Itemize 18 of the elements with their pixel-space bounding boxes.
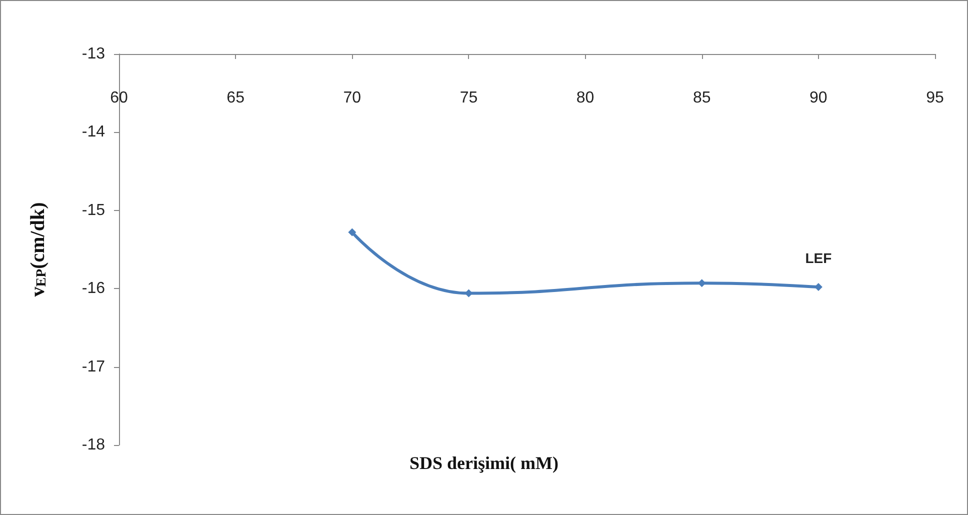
y-tick-label: -13 bbox=[82, 46, 106, 62]
x-tick-label: 75 bbox=[460, 90, 478, 106]
y-tick-label: -17 bbox=[82, 358, 106, 376]
x-tick-label: 80 bbox=[576, 90, 594, 106]
x-tick-label: 65 bbox=[226, 90, 245, 106]
y-tick-label: -14 bbox=[82, 124, 106, 141]
point bbox=[348, 228, 356, 236]
x-tick-label: 85 bbox=[692, 90, 711, 106]
x-tick-label: 90 bbox=[810, 90, 828, 106]
x-axis-title: SDS derişimi( mM) bbox=[410, 453, 558, 473]
y-tick-label: -15 bbox=[82, 202, 106, 219]
x-tick-label: 95 bbox=[926, 90, 944, 106]
x-tick-label: 60 bbox=[110, 90, 128, 106]
y-axis-title: vEP(cm/dk) bbox=[27, 202, 50, 297]
x-tick-label: 70 bbox=[343, 90, 362, 106]
y-tick-label: -16 bbox=[82, 280, 106, 298]
y-tick-label: -18 bbox=[82, 436, 106, 454]
annotation: LEF bbox=[805, 250, 832, 266]
